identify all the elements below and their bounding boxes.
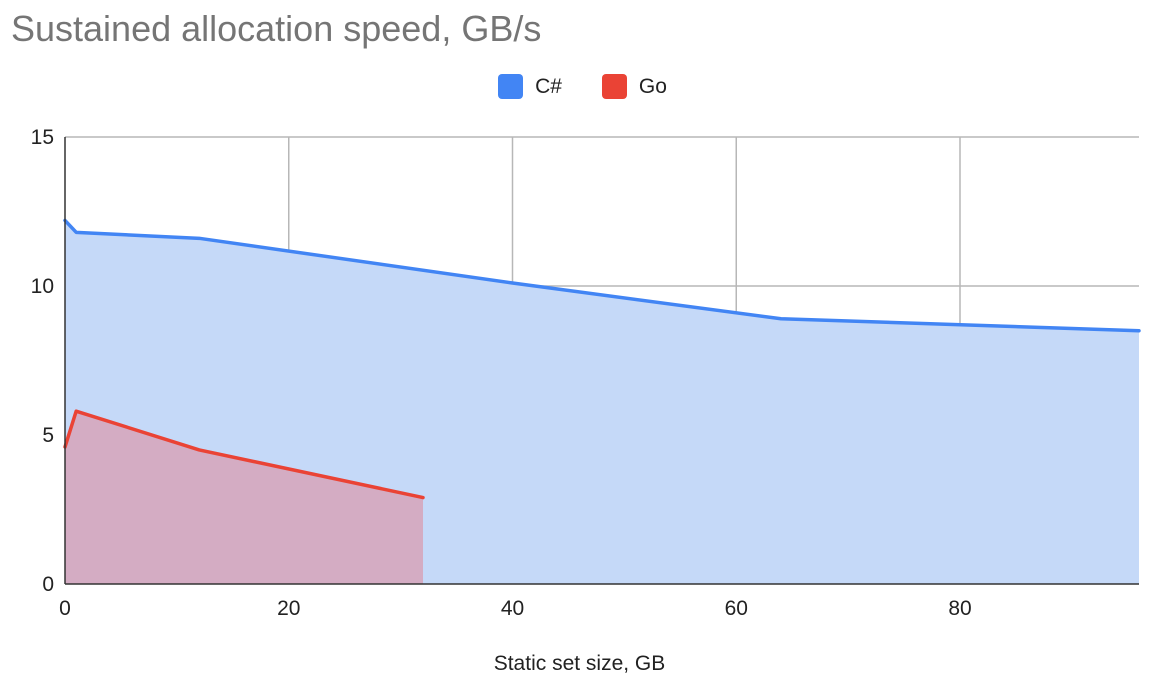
y-tick-label-0: 0 [42, 573, 54, 596]
tick-labels: 0 5 10 15 0 20 40 60 80 [31, 126, 972, 620]
series-lines [63, 218, 1141, 500]
y-tick-label-5: 5 [42, 424, 54, 447]
series-areas [65, 220, 1139, 584]
x-tick-label-80: 80 [948, 597, 971, 620]
chart-title: Sustained allocation speed, GB/s [11, 8, 542, 49]
legend-swatch-go [601, 74, 627, 99]
x-tick-label-0: 0 [59, 597, 71, 620]
x-axis-title: Static set size, GB [493, 652, 666, 675]
area-go [65, 411, 423, 584]
x-tick-label-20: 20 [277, 597, 300, 620]
x-tick-label-60: 60 [725, 597, 748, 620]
y-tick-label-15: 15 [31, 126, 54, 149]
legend-item-csharp[interactable]: C# [498, 74, 562, 99]
axes [64, 137, 1139, 585]
y-tick-label-10: 10 [31, 275, 54, 298]
legend-item-go[interactable]: Go [601, 74, 667, 99]
legend-label-go: Go [638, 74, 667, 98]
x-tick-label-40: 40 [501, 597, 524, 620]
legend: C# Go [0, 74, 1159, 99]
line-go [63, 409, 425, 500]
line-csharp [63, 218, 1141, 333]
legend-swatch-csharp [498, 74, 524, 99]
legend-label-csharp: C# [535, 74, 562, 98]
